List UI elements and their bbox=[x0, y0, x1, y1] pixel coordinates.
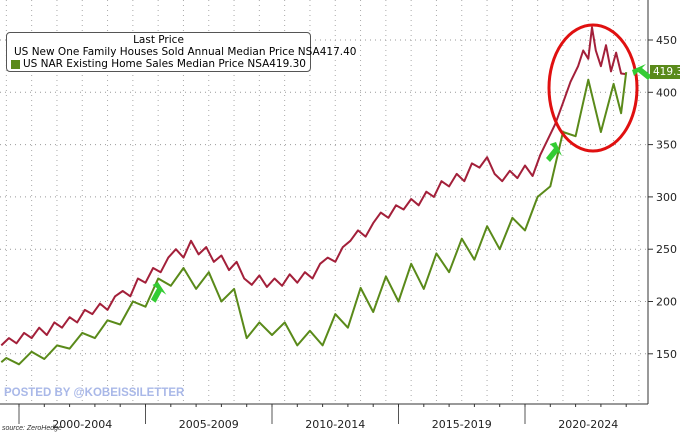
y-tick-label: 350 bbox=[656, 139, 677, 152]
legend: Last Price US New One Family Houses Sold… bbox=[6, 32, 357, 72]
y-tick-label: 450 bbox=[656, 34, 677, 47]
legend-last-value: 419.30 bbox=[269, 58, 306, 70]
x-period-label: 2015-2019 bbox=[432, 418, 492, 431]
legend-swatch bbox=[11, 59, 20, 69]
y-tick-label: 300 bbox=[656, 191, 677, 204]
y-tick-label: 250 bbox=[656, 243, 677, 256]
legend-item-new-homes: US New One Family Houses Sold Annual Med… bbox=[14, 46, 357, 58]
legend-title: Last Price bbox=[133, 34, 184, 46]
legend-last-value: 417.40 bbox=[319, 46, 357, 58]
x-period-label: 2000-2004 bbox=[52, 418, 112, 431]
watermark: POSTED BY @KOBEISSILETTER bbox=[4, 387, 185, 399]
x-period-label: 2005-2009 bbox=[179, 418, 239, 431]
series-line-1 bbox=[0, 71, 628, 366]
source-note: source: ZeroHedge bbox=[2, 425, 62, 432]
y-tick-label: 200 bbox=[656, 296, 677, 309]
x-period-label: 2010-2014 bbox=[305, 418, 365, 431]
last-price-tag: 419.30 bbox=[650, 65, 680, 79]
y-tick-label: 400 bbox=[656, 86, 677, 99]
highlight-circle bbox=[547, 23, 639, 153]
x-period-label: 2020-2024 bbox=[558, 418, 618, 431]
arrow-icon bbox=[150, 282, 167, 303]
arrow-icon bbox=[632, 64, 652, 80]
y-tick-label: 150 bbox=[656, 348, 677, 361]
arrow-icon bbox=[546, 142, 562, 162]
series-line-0 bbox=[0, 26, 627, 347]
legend-item-existing-homes: US NAR Existing Home Sales Median Price … bbox=[11, 58, 306, 70]
